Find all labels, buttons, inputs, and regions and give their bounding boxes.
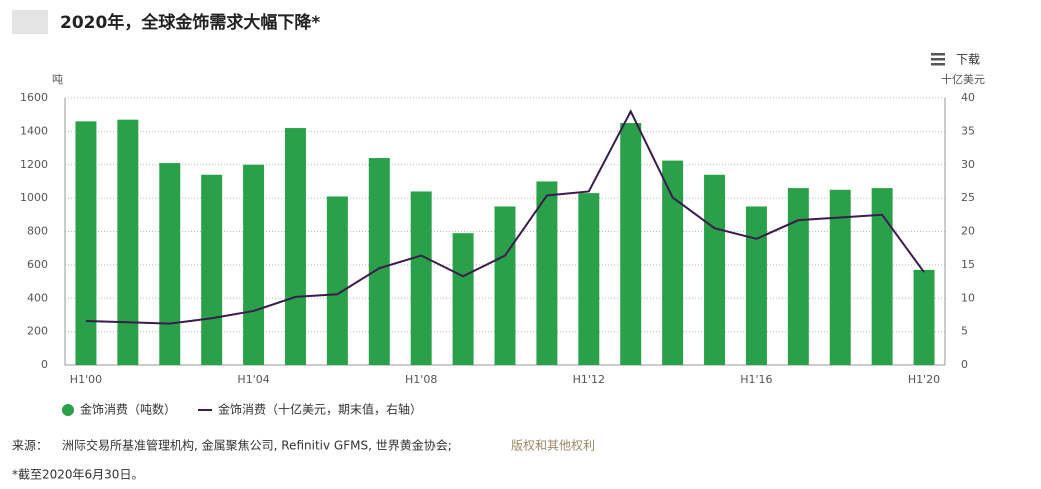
bar [494,206,516,365]
x-tick-label: H1'08 [405,373,437,386]
y2-unit: 十亿美元 [941,72,985,86]
y2-tick-label: 0 [961,358,968,371]
y-tick-label: 400 [27,291,48,304]
source-link[interactable]: 版权和其他权利 [511,439,595,453]
menu-icon [931,58,945,61]
bar [368,158,390,365]
y-tick-label: 600 [27,258,48,271]
bar [285,128,306,365]
logo [12,10,48,34]
y2-tick-label: 35 [961,124,975,137]
y2-tick-label: 30 [961,158,975,171]
bar [410,191,432,365]
y-tick-label: 1400 [20,124,48,137]
y-tick-label: 200 [27,325,48,338]
bar [201,174,223,365]
y-tick-label: 1200 [20,158,48,171]
bar [75,121,97,365]
legend-swatch [62,404,74,416]
bar [578,193,600,365]
bar [662,160,684,365]
bar [787,188,809,365]
bar [243,164,265,365]
line [85,109,925,325]
y2-tick-label: 25 [961,191,975,204]
download-button[interactable]: 下载 [931,53,980,67]
y2-tick-label: 40 [961,91,975,104]
bar [159,163,181,365]
x-tick-label: H1'00 [70,373,102,386]
download-label[interactable]: 下载 [956,53,980,67]
y-tick-label: 800 [27,225,48,238]
x-tick-label: H1'12 [573,373,605,386]
bar [913,269,935,365]
y-unit: 吨 [52,73,63,86]
bar [829,189,851,365]
y2-tick-label: 20 [961,225,975,238]
x-tick-label: H1'20 [908,373,940,386]
chart-title: 2020年，全球金饰需求大幅下降* [60,12,320,33]
legend-label: 金饰消费（十亿美元，期末值，右轴） [218,402,422,417]
footnote: *截至2020年6月30日。 [12,468,143,482]
menu-icon [931,63,945,66]
bar [745,206,767,365]
bar [326,196,348,365]
bar [452,233,474,365]
bar [117,119,139,365]
source-label: 来源： [12,439,48,453]
bar [871,188,893,365]
legend-label: 金饰消费（吨数） [80,402,176,417]
menu-icon [931,53,945,56]
y-tick-label: 1600 [20,91,48,104]
source: 洲际交易所基准管理机构, 金属聚焦公司, Refinitiv GFMS, 世界黄… [62,438,452,453]
y-tick-label: 0 [41,358,48,371]
x-tick-label: H1'16 [740,373,772,386]
bar [704,174,725,365]
y2-tick-label: 15 [961,258,975,271]
y2-tick-label: 10 [961,291,975,304]
y-tick-label: 1000 [20,191,48,204]
bar [620,123,642,365]
x-tick-label: H1'04 [237,373,269,386]
y2-tick-label: 5 [961,325,968,338]
bar [536,181,558,365]
